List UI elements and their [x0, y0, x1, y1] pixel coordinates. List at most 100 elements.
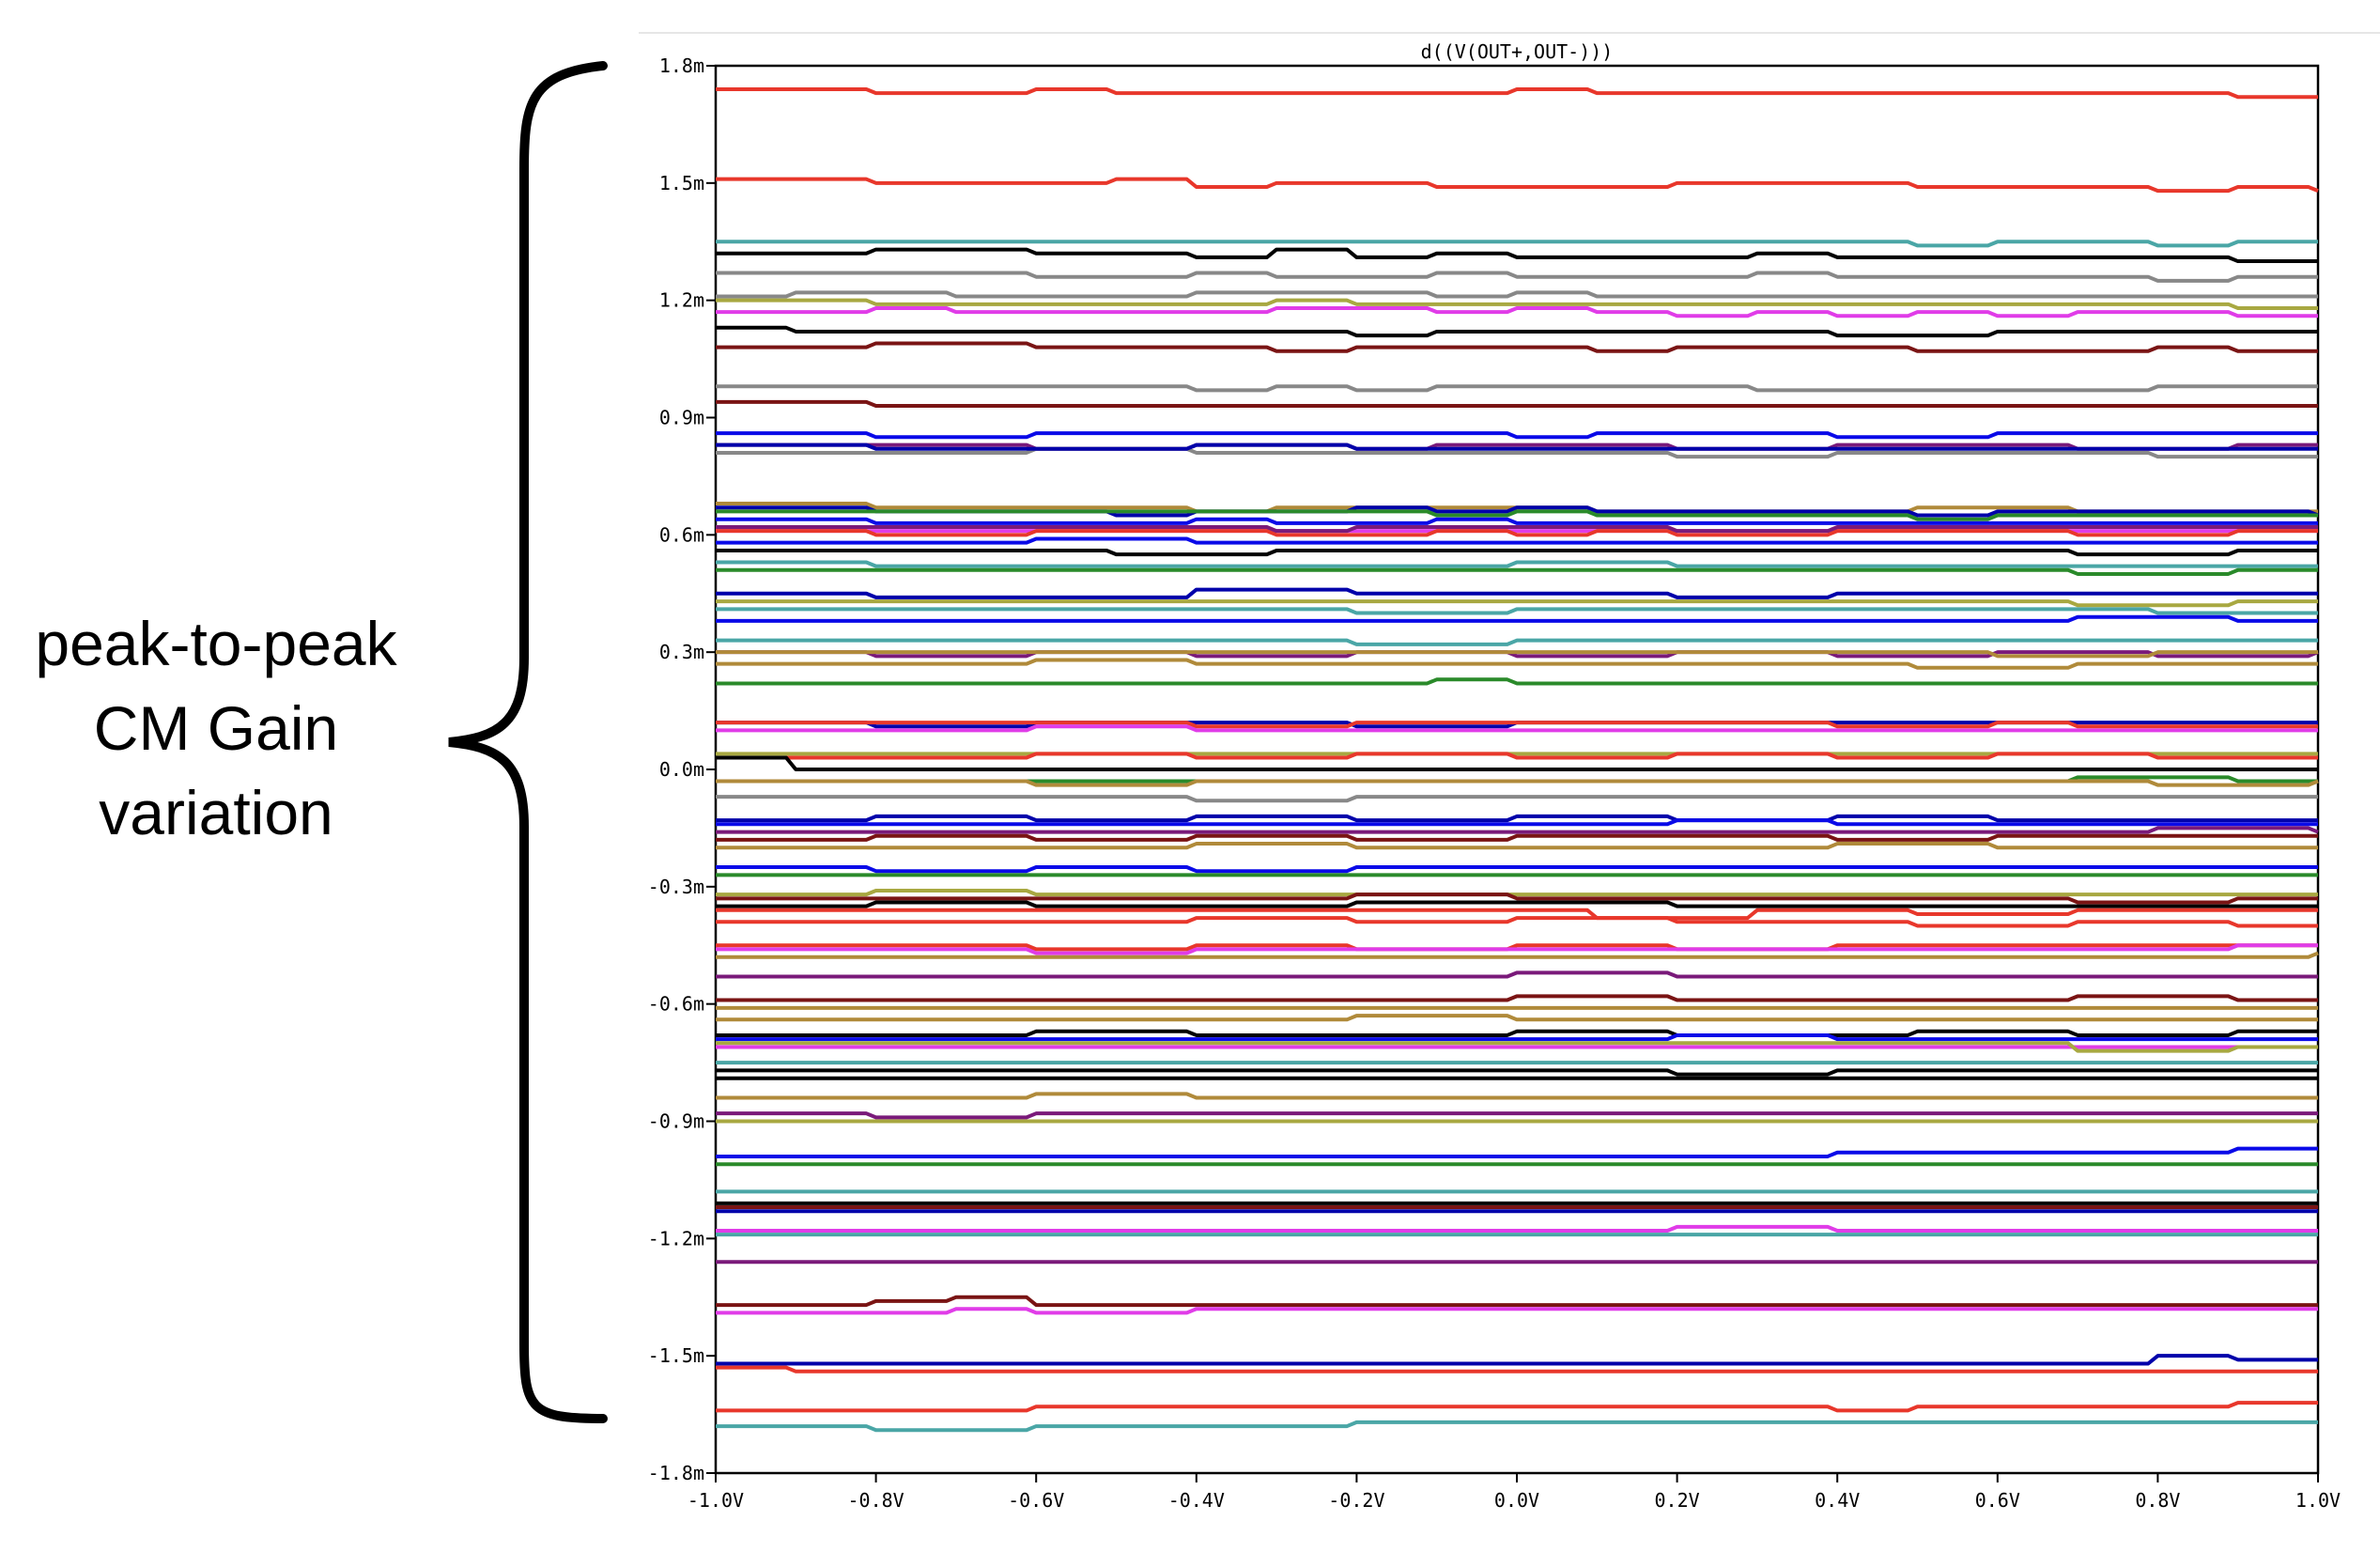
series-line-62: [716, 994, 2318, 1002]
y-tick-label: -1.8m: [648, 1462, 704, 1484]
series-line-9: [716, 325, 2318, 338]
series-line-22: [716, 529, 2318, 537]
series-line-34: [716, 650, 2318, 659]
series-line-15: [716, 446, 2318, 459]
annotation-line-1: peak-to-peak: [35, 609, 397, 678]
y-tick-label: 1.2m: [659, 289, 704, 312]
y-tick-label: -0.3m: [648, 876, 704, 898]
series-line-30: [716, 607, 2318, 615]
series-line-75: [716, 1146, 2318, 1158]
y-tick-label: 1.5m: [659, 172, 704, 194]
curly-brace-icon: [448, 61, 608, 1423]
y-tick-label: 0.6m: [659, 523, 704, 546]
x-tick-label: 0.6V: [1975, 1489, 2020, 1512]
x-tick-label: 0.4V: [1815, 1489, 1860, 1512]
series-line-28: [716, 587, 2318, 599]
series-line-41: [716, 752, 2318, 760]
x-tick-label: 0.8V: [2135, 1489, 2180, 1512]
series-line-19: [716, 509, 2318, 521]
series-line-23: [716, 525, 2318, 534]
series-line-3: [716, 240, 2318, 248]
series-line-68: [716, 1041, 2318, 1053]
series-line-13: [716, 431, 2318, 440]
series-line-12: [716, 399, 2318, 409]
series-line-49: [716, 833, 2318, 842]
series-line-16: [716, 442, 2318, 451]
series-line-2: [716, 177, 2319, 194]
x-tick-label: 0.0V: [1494, 1489, 1539, 1512]
series-line-87: [716, 1365, 2318, 1374]
series-line-35: [716, 658, 2318, 670]
series-line-51: [716, 865, 2318, 874]
y-tick-label: -0.6m: [648, 993, 704, 1016]
annotation-line-3: variation: [99, 778, 333, 847]
series-line-44: [716, 779, 2319, 787]
series-line-60: [716, 951, 2319, 959]
series-line-66: [716, 1032, 2318, 1042]
series-line-84: [716, 1295, 2318, 1308]
series-line-47: [716, 818, 2318, 827]
y-tick-label: -0.9m: [648, 1110, 704, 1133]
series-line-8: [716, 305, 2318, 318]
series-line-72: [716, 1092, 2318, 1100]
y-tick-label: 1.8m: [659, 54, 704, 77]
x-tick-label: -1.0V: [688, 1489, 744, 1512]
series-line-11: [716, 384, 2318, 393]
series-line-24: [716, 536, 2318, 545]
y-tick-label: 0.3m: [659, 641, 704, 663]
series-line-50: [716, 842, 2318, 850]
series-line-46: [716, 814, 2318, 823]
series-line-53: [716, 888, 2318, 897]
series-line-48: [716, 826, 2319, 834]
series-line-4: [716, 247, 2318, 264]
series-line-56: [716, 908, 2318, 921]
series-line-29: [716, 599, 2318, 608]
series-line-38: [716, 721, 2318, 729]
series-line-20: [716, 517, 2318, 525]
series-line-54: [716, 892, 2318, 905]
series-line-14: [716, 442, 2318, 451]
x-tick-label: 1.0V: [2295, 1489, 2341, 1512]
series-line-45: [716, 795, 2318, 803]
series-line-65: [716, 1029, 2318, 1037]
peak-to-peak-annotation: peak-to-peak CM Gain variation: [0, 601, 432, 855]
series-line-25: [716, 548, 2318, 557]
series-line-89: [716, 1420, 2318, 1433]
series-line-88: [716, 1401, 2318, 1413]
series-line-58: [716, 943, 2318, 952]
series-line-39: [716, 724, 2318, 733]
chart-title: d((V(OUT+,OUT-))): [1421, 40, 1614, 63]
x-tick-label: -0.8V: [847, 1489, 904, 1512]
y-tick-label: 0.9m: [659, 407, 704, 429]
x-tick-label: -0.2V: [1328, 1489, 1384, 1512]
series-line-73: [716, 1111, 2318, 1120]
series-line-1: [716, 86, 2318, 100]
x-tick-label: -0.6V: [1008, 1489, 1064, 1512]
annotation-line-2: CM Gain: [93, 693, 339, 763]
series-line-85: [716, 1307, 2318, 1315]
y-tick-label: 0.0m: [659, 758, 704, 781]
y-axis: 1.8m 1.5m 1.2m 0.9m 0.6m 0.3m 0.0m -0.3m -0.6m -0…: [648, 54, 716, 1484]
series-line-7: [716, 298, 2318, 310]
series-line-27: [716, 567, 2318, 576]
y-tick-label: -1.2m: [648, 1227, 704, 1249]
series-line-6: [716, 290, 2318, 299]
series-line-64: [716, 1014, 2318, 1022]
series-line-81: [716, 1224, 2318, 1234]
series-line-10: [716, 341, 2318, 353]
x-tick-label: 0.2V: [1655, 1489, 1700, 1512]
series-line-61: [716, 970, 2318, 979]
series-line-33: [716, 650, 2319, 659]
series-line-32: [716, 638, 2318, 646]
series-line-57: [716, 916, 2318, 928]
series-line-59: [716, 943, 2318, 955]
x-tick-label: -0.4V: [1168, 1489, 1225, 1512]
y-tick-label: -1.5m: [648, 1344, 704, 1367]
series-line-26: [716, 560, 2318, 568]
x-axis: -1.0V -0.8V -0.6V -0.4V -0.2V 0.0V 0.2V 0.4V 0.6…: [688, 1473, 2341, 1512]
series-line-36: [716, 677, 2318, 686]
series-line-70: [716, 1068, 2318, 1077]
series-line-5: [716, 271, 2318, 283]
series-line-42: [716, 755, 2318, 771]
